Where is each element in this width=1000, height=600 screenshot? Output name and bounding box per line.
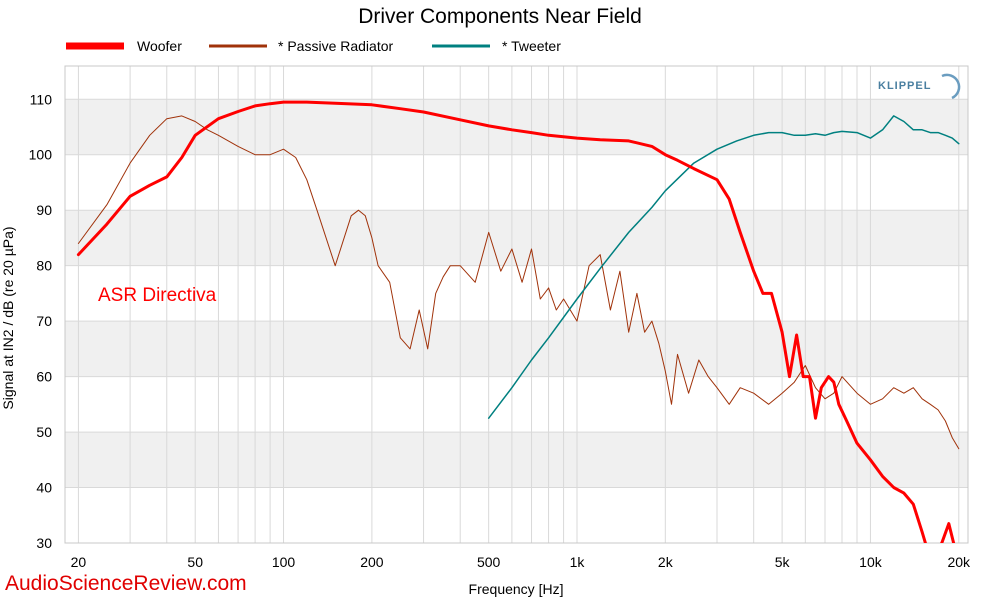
series-layer bbox=[76, 100, 960, 543]
y-tick-label: 70 bbox=[36, 313, 52, 329]
legend: Woofer * Passive Radiator * Tweeter bbox=[66, 38, 561, 54]
klippel-logo-icon bbox=[941, 73, 961, 100]
y-tick-label: 40 bbox=[36, 480, 52, 496]
klippel-logo-text: KLIPPEL bbox=[878, 80, 931, 92]
plot-band bbox=[65, 210, 968, 266]
y-tick-label: 60 bbox=[36, 369, 52, 385]
x-tick-label: 200 bbox=[360, 554, 384, 570]
watermark-text: AudioScienceReview.com bbox=[5, 572, 247, 595]
y-tick-label: 50 bbox=[36, 424, 52, 440]
plot-band bbox=[65, 321, 968, 377]
y-tick-label: 30 bbox=[36, 535, 52, 551]
chart-annotation: ASR Directiva bbox=[98, 285, 217, 306]
plot-frame bbox=[64, 65, 969, 544]
plot-band bbox=[65, 99, 968, 155]
x-tick-labels: 20 50 100 200 500 1k 2k 5k 10k 20k bbox=[71, 554, 971, 570]
x-tick-label: 2k bbox=[658, 554, 674, 570]
legend-label: Woofer bbox=[137, 38, 182, 54]
series-line-woofer bbox=[76, 100, 956, 543]
y-tick-label: 100 bbox=[29, 147, 53, 163]
x-tick-label: 20k bbox=[947, 554, 971, 570]
x-tick-label: 50 bbox=[187, 554, 203, 570]
y-tick-label: 90 bbox=[36, 202, 52, 218]
x-tick-label: 1k bbox=[570, 554, 586, 570]
klippel-logo: KLIPPEL bbox=[878, 73, 961, 100]
plot-bands bbox=[65, 99, 968, 488]
x-tick-label: 500 bbox=[477, 554, 501, 570]
y-tick-label: 80 bbox=[36, 258, 52, 274]
grid bbox=[65, 66, 968, 544]
x-tick-label: 5k bbox=[775, 554, 791, 570]
x-tick-label: 100 bbox=[272, 554, 296, 570]
legend-label: * Passive Radiator bbox=[278, 38, 394, 54]
x-axis-label: Frequency [Hz] bbox=[469, 581, 564, 597]
x-tick-label: 10k bbox=[859, 554, 883, 570]
chart-title: Driver Components Near Field bbox=[358, 5, 642, 28]
y-tick-labels: 30 40 50 60 70 80 90 100 110 bbox=[29, 91, 53, 551]
series-line-tweeter bbox=[487, 115, 960, 419]
x-tick-label: 20 bbox=[71, 554, 87, 570]
y-axis-label: Signal at IN2 / dB (re 20 µPa) bbox=[0, 226, 16, 409]
y-tick-label: 110 bbox=[30, 91, 53, 107]
legend-label: * Tweeter bbox=[502, 38, 561, 54]
series-line-passive-radiator bbox=[77, 115, 960, 450]
plot-band bbox=[65, 432, 968, 488]
